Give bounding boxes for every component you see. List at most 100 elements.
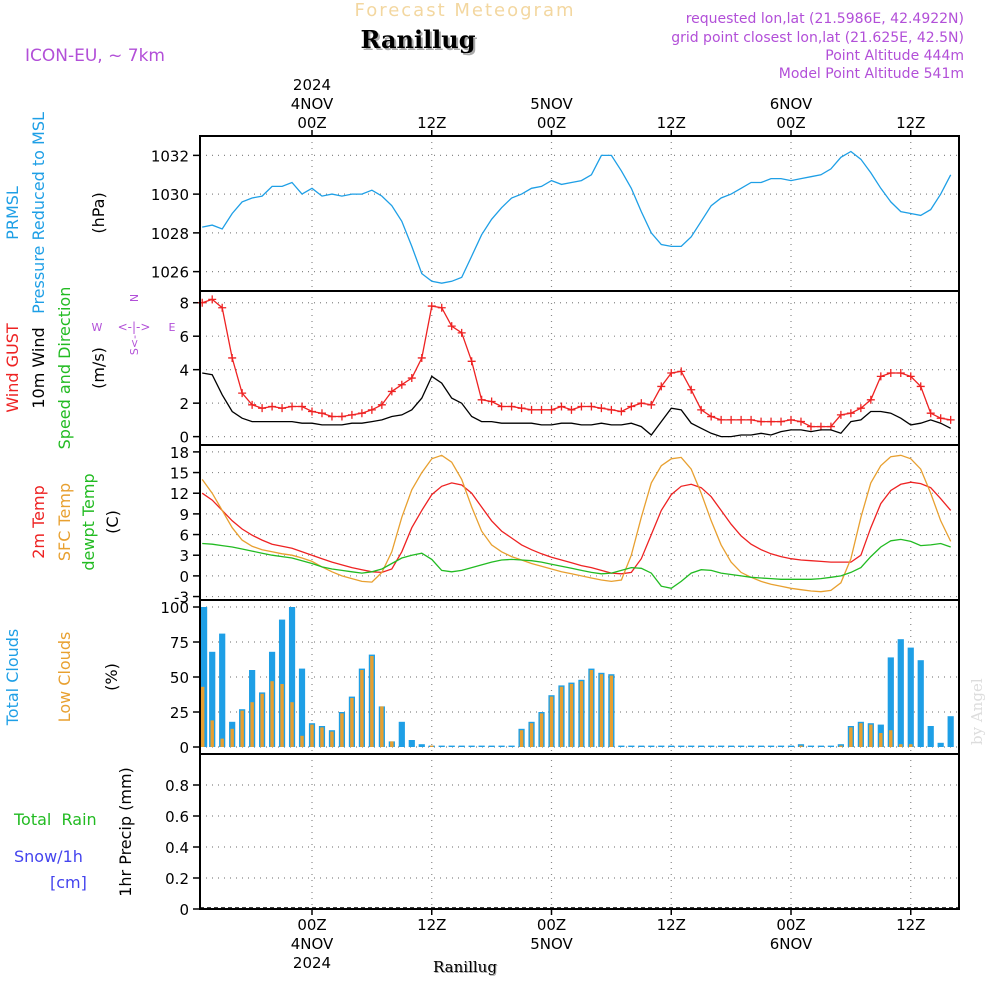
y-tick-label: 15 <box>170 465 189 483</box>
x-tick-label: 12Z <box>657 114 686 132</box>
low-cloud-bar <box>529 723 534 747</box>
low-cloud-bar <box>390 741 394 747</box>
gust-marker <box>447 322 456 331</box>
y-tick-label: 100 <box>160 599 189 617</box>
low-cloud-bar <box>569 684 574 747</box>
low-cloud-bar <box>220 738 224 747</box>
total-cloud-bar <box>209 651 216 747</box>
gust-marker <box>317 409 326 418</box>
gust-marker <box>577 402 586 411</box>
gust-marker <box>387 387 396 396</box>
x-tick-label: 12Z <box>896 916 925 934</box>
panel-pressure: 1026 1028 1030 1032 PRMSL Pressure Reduced to… <box>3 112 960 314</box>
gust-marker <box>367 405 376 414</box>
y-tick-label: 2 <box>179 395 189 413</box>
gust-marker <box>248 400 257 409</box>
x-tick-label: 12Z <box>417 916 446 934</box>
gust-marker <box>607 405 616 414</box>
x-tick-label: 00Z <box>537 916 566 934</box>
gust-marker <box>896 369 905 378</box>
low-cloud-bar <box>300 735 304 747</box>
total-cloud-bar <box>678 745 685 747</box>
gust-marker <box>397 380 406 389</box>
gust-marker <box>437 303 446 312</box>
series-2m-temp <box>201 481 952 575</box>
low-cloud-bar <box>799 745 803 747</box>
panel-label: (hPa) <box>89 192 108 233</box>
total-cloud-bar <box>688 745 695 747</box>
total-cloud-bar <box>468 745 475 747</box>
total-cloud-bar <box>807 745 815 747</box>
x-tick-label: 00Z <box>537 114 566 132</box>
total-cloud-bar <box>728 745 735 747</box>
gust-marker <box>268 402 277 411</box>
total-cloud-bar <box>947 716 954 747</box>
gust-marker <box>707 412 716 421</box>
total-cloud-bar <box>817 745 825 747</box>
compass-east: E <box>169 321 176 334</box>
y-tick-label: 0 <box>179 568 189 586</box>
low-cloud-bar <box>909 744 913 747</box>
x-tick-label: 12Z <box>417 114 446 132</box>
low-cloud-bar <box>539 713 544 747</box>
total-cloud-bar <box>708 745 715 747</box>
gust-marker <box>377 400 386 409</box>
y-tick-label: 1030 <box>151 186 189 204</box>
gust-marker <box>327 412 336 421</box>
low-cloud-bar <box>430 745 434 747</box>
y-tick-label: 0.4 <box>165 839 189 857</box>
total-cloud-bar <box>488 745 495 747</box>
gust-marker <box>288 402 297 411</box>
low-cloud-bar <box>889 730 893 747</box>
series-dewpt-temp <box>202 538 951 589</box>
gust-marker <box>836 410 845 419</box>
total-cloud-bar <box>618 745 625 747</box>
gust-marker <box>946 415 955 424</box>
panel-clouds: 0 25 50 75 100 Total Clouds Low Clouds (%) <box>3 599 960 757</box>
gust-marker <box>467 357 476 366</box>
low-cloud-bar <box>340 713 344 747</box>
total-cloud-bar <box>787 745 795 747</box>
total-cloud-bar <box>777 745 785 747</box>
grid-point-coords: grid point closest lon,lat (21.625E, 42.… <box>671 30 964 46</box>
panel-label: Pressure Reduced to MSL <box>29 112 48 314</box>
legend-snow: Snow/1h <box>14 847 83 866</box>
x-tick-label: 00Z <box>297 114 326 132</box>
gust-marker <box>737 415 746 424</box>
gust-marker <box>537 405 546 414</box>
y-tick-label: 6 <box>179 328 189 346</box>
panel-frame <box>199 135 960 292</box>
y-tick-label: 0.2 <box>165 870 189 888</box>
low-cloud-bar <box>839 745 843 747</box>
total-cloud-bar <box>887 657 894 747</box>
panel-frame <box>199 444 960 601</box>
panel-temp: -3 0 3 6 9 12 15 18 2m Temp SFC Temp dewpt Temp (C) <box>29 444 960 607</box>
gust-marker <box>477 395 486 404</box>
low-cloud-bar <box>879 733 883 747</box>
series-wind-gust <box>201 298 951 428</box>
low-cloud-bar <box>201 686 205 747</box>
y-tick-label: 3 <box>179 547 189 565</box>
gust-marker <box>417 353 426 362</box>
gust-marker <box>787 415 795 424</box>
total-cloud-bar <box>508 745 515 747</box>
low-cloud-bar <box>549 696 554 747</box>
low-cloud-bar <box>370 656 374 747</box>
x-tick-label: 5NOV <box>530 935 573 953</box>
total-cloud-bar <box>278 619 286 747</box>
gust-marker <box>806 422 815 431</box>
x-tick-label: 5NOV <box>530 95 573 113</box>
panel-label: PRMSL <box>3 186 22 240</box>
y-tick-label: 0.6 <box>165 808 189 826</box>
gust-marker <box>757 417 766 426</box>
gust-marker <box>407 374 416 383</box>
gust-marker <box>667 369 676 378</box>
compass-west: W <box>92 321 103 334</box>
x-tick-label: 2024 <box>293 76 331 94</box>
panel-frame <box>199 290 960 446</box>
x-tick-label: 6NOV <box>770 95 813 113</box>
x-tick-label: 00Z <box>297 916 326 934</box>
x-tick-label: 2024 <box>293 954 331 972</box>
low-cloud-bar <box>250 702 254 747</box>
